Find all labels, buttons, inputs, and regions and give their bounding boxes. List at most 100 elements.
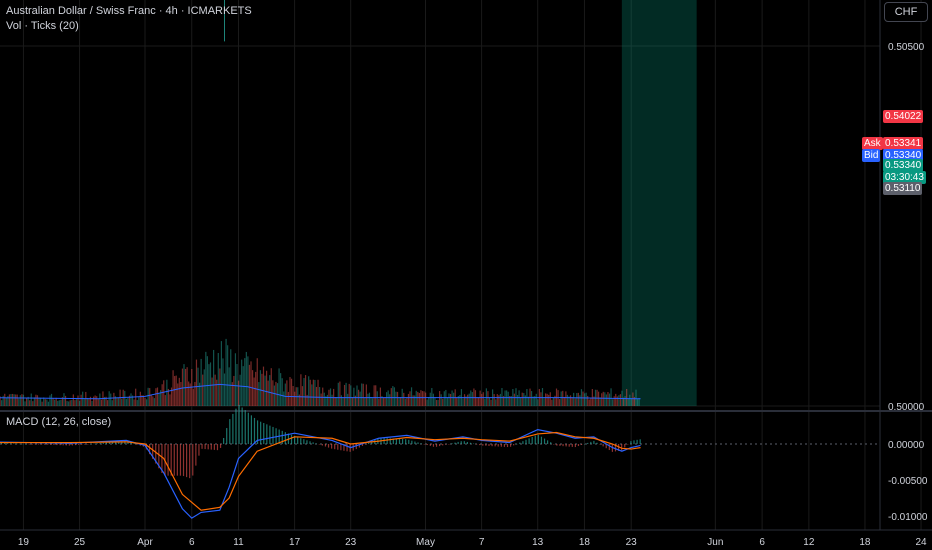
volume-bar [287, 391, 290, 406]
volume-bar [496, 394, 498, 406]
volume-bar [574, 398, 576, 406]
volume-bar [248, 364, 251, 406]
macd-histogram-bar [65, 444, 67, 446]
macd-histogram-bar [13, 443, 15, 444]
macd-histogram-bar [34, 444, 37, 445]
volume-bar [213, 349, 215, 406]
volume-bar [283, 391, 285, 406]
macd-histogram-bar [519, 442, 521, 444]
volume-bar [563, 396, 565, 406]
macd-histogram-bar [161, 444, 163, 473]
macd-histogram-bar [571, 444, 573, 447]
volume-bar [434, 397, 436, 406]
volume-bar [314, 379, 316, 406]
volume-bar [228, 367, 230, 406]
volume-bar [406, 397, 408, 406]
macd-histogram-bar [442, 444, 444, 446]
volume-bar [192, 388, 194, 406]
macd-histogram-bar [28, 444, 30, 445]
volume-bar [630, 398, 632, 406]
volume-bar [516, 394, 519, 406]
volume-bar [231, 382, 233, 406]
volume-bar [476, 397, 478, 406]
macd-histogram-bar [84, 444, 86, 445]
macd-histogram-bar [213, 444, 215, 450]
macd-histogram-bar [621, 444, 623, 451]
macd-histogram-bar [368, 442, 370, 444]
volume-bar [142, 395, 145, 406]
volume-bar [300, 374, 302, 406]
macd-histogram-bar [439, 444, 441, 447]
macd-histogram-bar [263, 423, 265, 444]
volume-bar [290, 378, 293, 406]
volume-bar [409, 391, 411, 406]
volume-bar [2, 395, 4, 406]
macd-histogram-bar [633, 440, 635, 444]
volume-bar [568, 396, 570, 406]
macd-histogram-bar [553, 444, 555, 445]
volume-bar [375, 385, 377, 406]
volume-bar [440, 394, 442, 406]
volume-bar [590, 398, 592, 406]
volume-bar [622, 397, 625, 406]
volume-bar [141, 395, 143, 406]
volume-bar [10, 394, 12, 406]
volume-bar [198, 382, 201, 406]
volume-bar [83, 398, 85, 406]
currency-button[interactable]: CHF [884, 2, 928, 22]
bid-label: Bid [862, 149, 881, 162]
macd-histogram-bar [574, 444, 576, 448]
volume-bar [612, 399, 614, 406]
macd-histogram-bar [105, 442, 107, 444]
volume-bar [195, 359, 198, 406]
macd-histogram-bar [167, 444, 169, 476]
volume-bar [136, 400, 138, 406]
volume-bar [312, 379, 314, 406]
volume-bar [317, 379, 319, 406]
volume-bar [415, 390, 417, 406]
volume-bar [178, 377, 180, 406]
macd-histogram-bar [491, 444, 493, 447]
volume-bar [432, 393, 434, 406]
macd-histogram-bar [420, 443, 422, 444]
volume-bar [30, 393, 32, 406]
macd-histogram-bar [358, 444, 360, 448]
macd-histogram-bar [312, 442, 314, 444]
volume-bar [303, 378, 305, 406]
macd-histogram-bar [210, 444, 212, 450]
volume-bar [376, 391, 378, 406]
volume-bar [410, 387, 413, 406]
volume-bar [131, 395, 134, 406]
volume-bar [451, 390, 453, 406]
volume-bar [250, 361, 252, 406]
macd-histogram-bar [99, 443, 101, 444]
volume-bar [479, 390, 481, 406]
volume-bar [311, 384, 313, 406]
entry-price-tag: 0.53110 [883, 182, 923, 195]
macd-histogram-bar [602, 444, 604, 447]
volume-bar [431, 388, 433, 406]
macd-histogram-bar [294, 436, 296, 444]
macd-histogram-bar [482, 444, 484, 446]
volume-bar [488, 397, 491, 406]
macd-histogram-bar [466, 441, 468, 444]
time-axis-tick: 19 [18, 537, 30, 548]
volume-bar [88, 398, 90, 406]
volume-bar [545, 393, 547, 406]
volume-bar [400, 397, 402, 406]
volume-bar [507, 391, 509, 406]
volume-bar [334, 396, 336, 406]
volume-bar [348, 383, 350, 406]
macd-histogram-bar [40, 444, 43, 445]
volume-bar [284, 383, 286, 406]
volume-bar [610, 388, 612, 406]
macd-histogram-bar [238, 404, 240, 444]
volume-bar [209, 362, 212, 406]
volume-bar [125, 398, 127, 406]
volume-bar [202, 374, 204, 406]
volume-bar [524, 395, 526, 406]
macd-histogram-bar [118, 441, 120, 444]
volume-bar [270, 368, 272, 406]
volume-bar [468, 393, 470, 406]
